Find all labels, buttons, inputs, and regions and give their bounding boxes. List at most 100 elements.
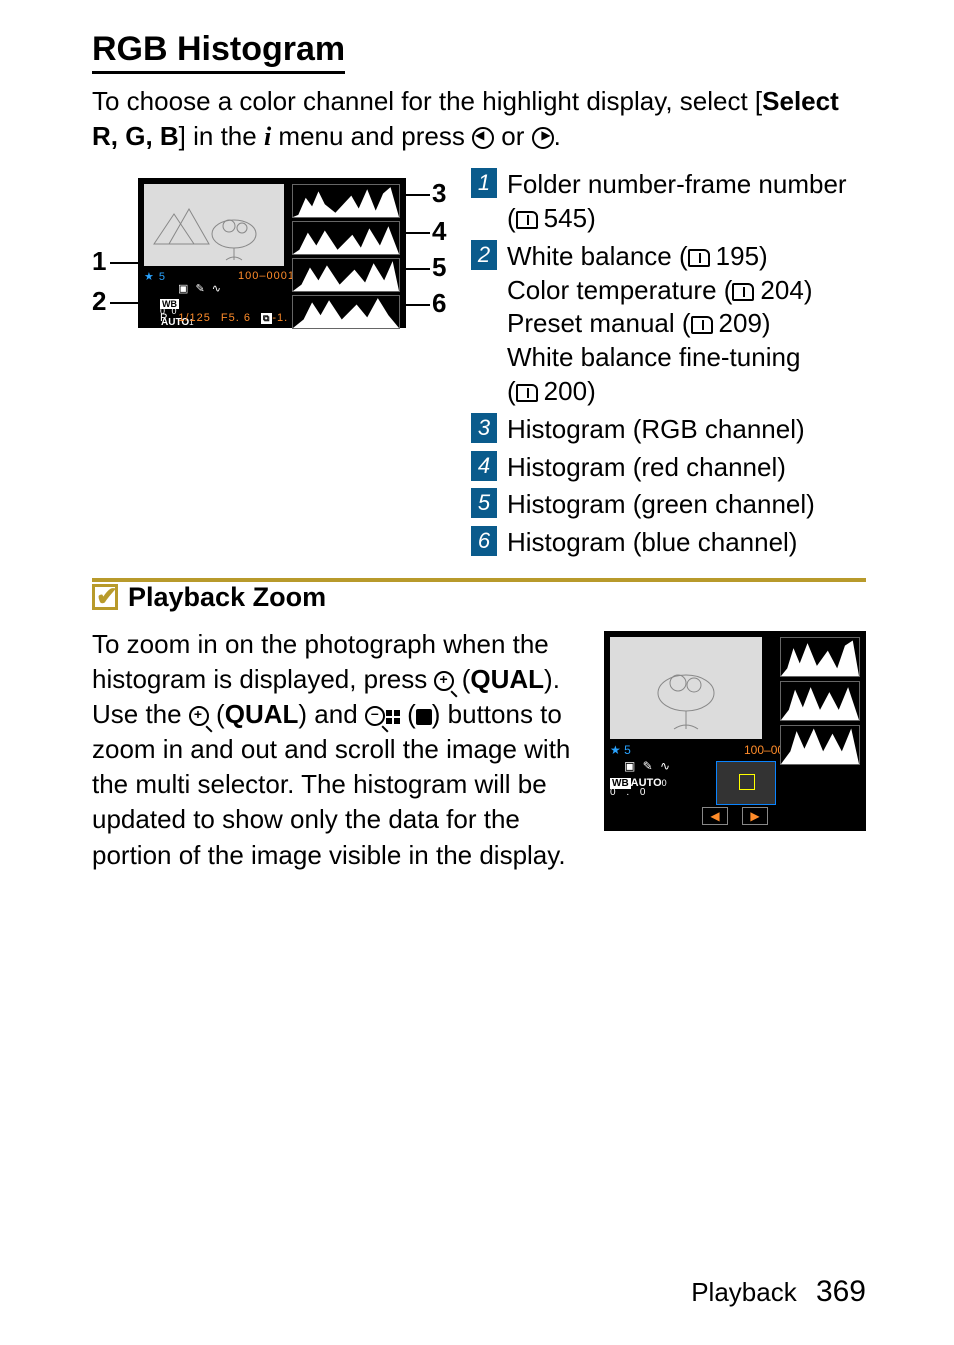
callout-6: 6 xyxy=(432,288,446,319)
lcd2-iconrow: ▣ ✎ ∿ xyxy=(624,759,672,773)
intro-pre: To choose a color channel for the highli… xyxy=(92,86,762,116)
legend-2-l1: Color temperature ( xyxy=(507,275,732,305)
legend-2-l2: Preset manual ( xyxy=(507,308,691,338)
hist-rgb xyxy=(292,184,400,218)
legend-2-r4: 200 xyxy=(544,376,587,406)
left-nav-icon xyxy=(472,127,494,149)
footer-label: Playback xyxy=(691,1277,797,1307)
callout-1: 1 xyxy=(92,246,106,277)
note-thumb: ★ 5 100–0001 ▣ ✎ ∿ WBAUTO0 0 . 0 ◀▶ xyxy=(604,627,866,873)
lcd-shutter: 1/125 xyxy=(178,312,211,324)
legend-2-l4: ( xyxy=(507,376,516,406)
lcd2-mock: ★ 5 100–0001 ▣ ✎ ∿ WBAUTO0 0 . 0 ◀▶ xyxy=(604,631,866,831)
legend-3: 3 Histogram (RGB channel) xyxy=(471,413,866,447)
hist-blue xyxy=(292,295,400,329)
lcd-ev-box: ⧉ xyxy=(261,313,272,324)
right-nav-icon xyxy=(532,127,554,149)
callout-4: 4 xyxy=(432,216,446,247)
zoom-in-icon xyxy=(189,706,209,726)
hist-red xyxy=(292,221,400,255)
lcd-fstop: F5. 6 xyxy=(221,312,251,324)
lcd2-histcol xyxy=(780,637,860,765)
legend-2-r1: 204 xyxy=(760,275,803,305)
legend-2: 2 White balance (195) Color temperature … xyxy=(471,240,866,409)
callout-6-line xyxy=(406,304,430,306)
legend-5: 5 Histogram (green channel) xyxy=(471,488,866,522)
lcd-folder: 100–0001 xyxy=(238,270,295,282)
lcd2-mini-cursor xyxy=(739,774,755,790)
lcd2-wb-sub: 0 xyxy=(662,778,667,788)
footer-page: 369 xyxy=(816,1275,866,1308)
page-ref-icon xyxy=(732,283,754,301)
callout-2: 2 xyxy=(92,286,106,317)
qual-label-2: QUAL xyxy=(225,699,299,729)
lcd-star: ★ 5 xyxy=(144,270,166,283)
callout-3-line xyxy=(406,194,430,196)
page-ref-icon xyxy=(688,249,710,267)
lcd2-nav: ◀▶ xyxy=(702,807,768,825)
legend-5-num: 5 xyxy=(471,488,497,518)
lcd2-nav-right: ▶ xyxy=(742,807,768,825)
check-icon xyxy=(92,584,118,610)
page-ref-icon xyxy=(516,384,538,402)
callout-4-line xyxy=(406,232,430,234)
zoom-out-icon xyxy=(365,706,385,726)
lcd2-star: ★ 5 xyxy=(610,743,631,757)
legend-4-text: Histogram (red channel) xyxy=(507,451,786,485)
legend-2-r2: 209 xyxy=(719,308,762,338)
legend-4: 4 Histogram (red channel) xyxy=(471,451,866,485)
legend-2-l0: White balance ( xyxy=(507,241,688,271)
page-title: RGB Histogram xyxy=(92,30,345,74)
q-icon xyxy=(416,709,432,725)
qual-label-1: QUAL xyxy=(470,664,544,694)
intro-or: or xyxy=(494,121,532,151)
page-ref-icon xyxy=(691,316,713,334)
intro-post: menu and press xyxy=(271,121,472,151)
page-ref-icon xyxy=(516,211,538,229)
legend-6: 6 Histogram (blue channel) xyxy=(471,526,866,560)
lcd2-hist-1 xyxy=(780,637,860,677)
legend-1-num: 1 xyxy=(471,168,497,198)
intro-end: . xyxy=(554,121,561,151)
legend-1-text: Folder number-frame number(545) xyxy=(507,168,847,236)
lcd-mock: ★ 5 100–0001 ▣ ✎ ∿ WBAUTO1 0 0 P 1/125 F… xyxy=(138,178,406,328)
legend-1-ref: 545 xyxy=(544,203,587,233)
intro-text: To choose a color channel for the highli… xyxy=(92,84,866,154)
lcd-histograms xyxy=(292,184,400,329)
lcd-p: P xyxy=(160,312,168,324)
legend-3-num: 3 xyxy=(471,413,497,443)
callout-image-area: ★ 5 100–0001 ▣ ✎ ∿ WBAUTO1 0 0 P 1/125 F… xyxy=(92,168,457,564)
lcd-photo xyxy=(144,184,284,266)
legend-4-num: 4 xyxy=(471,451,497,481)
callout-5-line xyxy=(406,268,430,270)
intro-mid: ] in the xyxy=(179,121,264,151)
legend-1: 1 Folder number-frame number(545) xyxy=(471,168,866,236)
note-body: To zoom in on the photograph when the hi… xyxy=(92,627,586,873)
thumb-grid-icon xyxy=(386,710,400,724)
legend-2-r0: 195 xyxy=(716,241,759,271)
callout-2-line xyxy=(110,302,142,304)
legend-3-text: Histogram (RGB channel) xyxy=(507,413,805,447)
legend-2-l3: White balance fine-tuning xyxy=(507,342,800,372)
hist-green xyxy=(292,258,400,292)
note-title-text: Playback Zoom xyxy=(128,582,326,613)
legend-5-text: Histogram (green channel) xyxy=(507,488,815,522)
note-title: Playback Zoom xyxy=(92,582,866,613)
legend-2-num: 2 xyxy=(471,240,497,270)
lcd2-photo xyxy=(610,637,762,739)
callout-5: 5 xyxy=(432,252,446,283)
lcd2-hist-2 xyxy=(780,681,860,721)
legend-2-text: White balance (195) Color temperature (2… xyxy=(507,240,812,409)
note-body-3: ) and xyxy=(298,699,365,729)
callout-3: 3 xyxy=(432,178,446,209)
legend-1-line: Folder number-frame number xyxy=(507,169,847,199)
lcd2-scale: 0 . 0 xyxy=(610,787,649,798)
zoom-in-icon xyxy=(434,671,454,691)
legend-list: 1 Folder number-frame number(545) 2 Whit… xyxy=(471,168,866,564)
callout-1-line xyxy=(110,262,142,264)
legend-6-num: 6 xyxy=(471,526,497,556)
lcd2-mini xyxy=(716,761,776,805)
legend-6-text: Histogram (blue channel) xyxy=(507,526,797,560)
lcd2-hist-3 xyxy=(780,725,860,765)
lcd2-nav-left: ◀ xyxy=(702,807,728,825)
